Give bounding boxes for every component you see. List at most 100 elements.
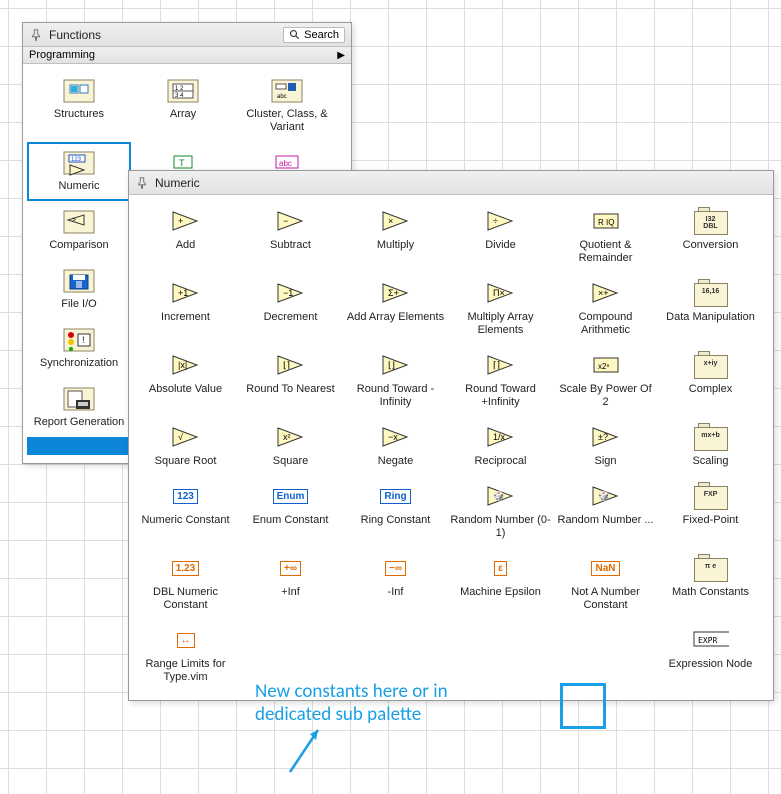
palette-item-label: Sign [555, 455, 656, 468]
palette-item[interactable]: ×Multiply [343, 201, 448, 273]
palette-item[interactable]: 123Numeric Constant [133, 476, 238, 548]
svg-text:EXPR: EXPR [698, 636, 717, 645]
palette-item[interactable]: ±?Sign [553, 417, 658, 476]
palette-item[interactable]: mx+bScaling [658, 417, 763, 476]
palette-item-label: Ring Constant [345, 514, 446, 527]
palette-item[interactable]: − Subtract [238, 201, 343, 273]
palette-item[interactable]: Σ+Add Array Elements [343, 273, 448, 345]
palette-item-icon: x² [273, 421, 309, 453]
pin-icon [29, 28, 43, 42]
palette-item[interactable]: EnumEnum Constant [238, 476, 343, 548]
palette-item[interactable]: ↔Range Limits for Type.vim [133, 620, 238, 692]
palette-item-label: Scale By Power Of 2 [555, 383, 656, 409]
palette-item-icon: 123 [61, 146, 97, 178]
palette-item-label: File I/O [29, 298, 129, 311]
palette-item[interactable]: I32 DBL Conversion [658, 201, 763, 273]
palette-item[interactable]: ×+Compound Arithmetic [553, 273, 658, 345]
palette-item-label: Multiply Array Elements [450, 311, 551, 337]
svg-text:x2ⁿ: x2ⁿ [598, 362, 609, 371]
palette-item[interactable]: +Add [133, 201, 238, 273]
palette-item-icon: 🎲 [588, 480, 624, 512]
palette-item-icon: EXPR [693, 624, 729, 656]
palette-item[interactable]: Ring Ring Constant [343, 476, 448, 548]
palette-item-icon: ⌈⌉ [483, 349, 519, 381]
palette-item[interactable]: Π×Multiply Array Elements [448, 273, 553, 345]
palette-item-icon: FXP [693, 480, 729, 512]
palette-item[interactable]: ÷Divide [448, 201, 553, 273]
palette-item[interactable]: √Square Root [133, 417, 238, 476]
palette-item-icon: Σ+ [378, 277, 414, 309]
palette-item-icon: 🎲 [483, 480, 519, 512]
palette-item[interactable]: 1/xReciprocal [448, 417, 553, 476]
palette-item-icon: +1 [168, 277, 204, 309]
palette-item[interactable]: NaNNot A Number Constant [553, 548, 658, 620]
palette-item[interactable]: 🎲Random Number ... [553, 476, 658, 548]
palette-item-icon: ⌊⌉ [273, 349, 309, 381]
palette-item-icon: 1.23 [168, 552, 204, 584]
palette-item-icon: NaN [588, 552, 624, 584]
palette-item[interactable]: x²Square [238, 417, 343, 476]
palette-item[interactable]: !Synchronization [27, 319, 131, 378]
palette-item-label: Divide [450, 239, 551, 252]
palette-item-label: Report Generation [29, 416, 129, 429]
palette-item[interactable]: 🎲 Random Number (0-1) [448, 476, 553, 548]
palette-item[interactable]: −xNegate [343, 417, 448, 476]
svg-text:×: × [388, 216, 393, 226]
palette-item-icon: I32 DBL [693, 205, 729, 237]
palette-item-icon: |x| [168, 349, 204, 381]
palette-item-label: Random Number (0-1) [450, 514, 551, 540]
palette-item-label: Range Limits for Type.vim [135, 658, 236, 684]
svg-text:⌈⌉: ⌈⌉ [493, 360, 500, 370]
palette-item-icon [61, 74, 97, 106]
palette-item-label: Round To Nearest [240, 383, 341, 396]
palette-item[interactable]: εMachine Epsilon [448, 548, 553, 620]
palette-item[interactable]: ⌊⌉ Round To Nearest [238, 345, 343, 417]
palette-item[interactable]: FXPFixed-Point [658, 476, 763, 548]
palette-item-label: Subtract [240, 239, 341, 252]
breadcrumb-label: Programming [29, 49, 95, 61]
svg-text:123: 123 [71, 157, 82, 163]
palette-item[interactable]: R IQQuotient & Remainder [553, 201, 658, 273]
palette-item[interactable]: −1Decrement [238, 273, 343, 345]
svg-text:−: − [283, 216, 288, 226]
palette-item[interactable]: 16,16Data Manipulation [658, 273, 763, 345]
palette-item[interactable]: +1Increment [133, 273, 238, 345]
palette-item-label: Structures [29, 108, 129, 121]
palette-item-icon [61, 382, 97, 414]
palette-item-label: Conversion [660, 239, 761, 252]
palette-item-label: Enum Constant [240, 514, 341, 527]
palette-item[interactable]: x+iyComplex [658, 345, 763, 417]
palette-item[interactable]: File I/O [27, 260, 131, 319]
palette-item[interactable]: |x|Absolute Value [133, 345, 238, 417]
palette-item[interactable]: 1.23DBL Numeric Constant [133, 548, 238, 620]
palette-item[interactable]: >Comparison [27, 201, 131, 260]
palette-item[interactable]: ⌈⌉Round Toward +Infinity [448, 345, 553, 417]
palette-item-icon: √ [168, 421, 204, 453]
functions-breadcrumb[interactable]: Programming ▶ [23, 47, 351, 64]
palette-item[interactable]: π e Math Constants [658, 548, 763, 620]
palette-item-icon: abc [269, 74, 305, 106]
palette-item[interactable]: 123Numeric [27, 142, 131, 201]
palette-item-icon: π e [693, 552, 729, 584]
palette-item-icon: 1/x [483, 421, 519, 453]
palette-item-icon: ↔ [168, 624, 204, 656]
palette-item-label: Math Constants [660, 586, 761, 599]
palette-item[interactable]: 1 23 4Array [131, 70, 235, 142]
svg-text:🎲: 🎲 [493, 490, 504, 501]
palette-item[interactable]: Structures [27, 70, 131, 142]
palette-item[interactable]: EXPRExpression Node [658, 620, 763, 692]
palette-item[interactable]: Report Generation [27, 378, 131, 437]
palette-item-icon: Ring [378, 480, 414, 512]
numeric-palette-title: Numeric [155, 176, 767, 190]
palette-item[interactable]: abcCluster, Class, & Variant [235, 70, 339, 142]
search-button[interactable]: Search [283, 27, 345, 43]
palette-item-label: Numeric Constant [135, 514, 236, 527]
svg-text:√: √ [178, 432, 183, 442]
palette-item-icon: ! [61, 323, 97, 355]
palette-item[interactable]: x2ⁿ Scale By Power Of 2 [553, 345, 658, 417]
palette-item[interactable]: ⌊⌋Round Toward -Infinity [343, 345, 448, 417]
svg-text:1 2: 1 2 [175, 86, 184, 92]
palette-item[interactable]: +∞+Inf [238, 548, 343, 620]
palette-item[interactable]: −∞-Inf [343, 548, 448, 620]
palette-item-label: Comparison [29, 239, 129, 252]
